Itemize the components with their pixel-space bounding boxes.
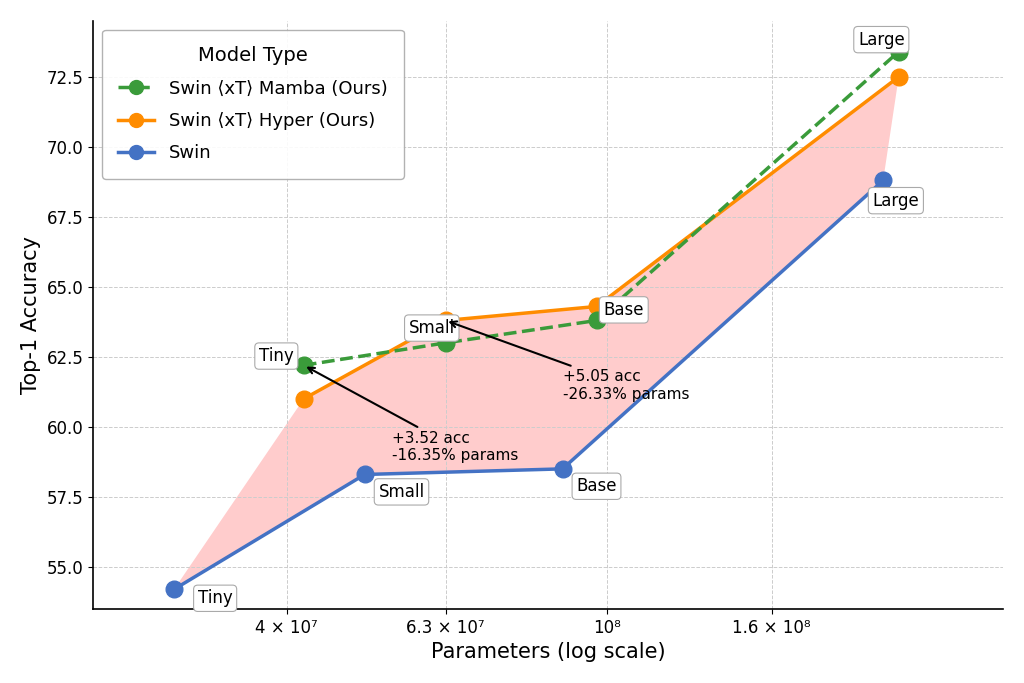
Text: Small: Small bbox=[379, 483, 425, 501]
Text: Large: Large bbox=[858, 31, 904, 48]
Polygon shape bbox=[174, 77, 899, 589]
Text: Base: Base bbox=[603, 301, 644, 319]
Text: Tiny: Tiny bbox=[259, 347, 294, 365]
Text: +3.52 acc
-16.35% params: +3.52 acc -16.35% params bbox=[308, 367, 518, 464]
X-axis label: Parameters (log scale): Parameters (log scale) bbox=[431, 642, 666, 662]
Text: Tiny: Tiny bbox=[198, 589, 232, 607]
Y-axis label: Top-1 Accuracy: Top-1 Accuracy bbox=[20, 236, 41, 394]
Legend: Swin ⟨xT⟩ Mamba (Ours), Swin ⟨xT⟩ Hyper (Ours), Swin: Swin ⟨xT⟩ Mamba (Ours), Swin ⟨xT⟩ Hyper … bbox=[102, 30, 403, 179]
Text: Small: Small bbox=[409, 319, 455, 337]
Text: +5.05 acc
-26.33% params: +5.05 acc -26.33% params bbox=[451, 322, 689, 402]
Text: Base: Base bbox=[577, 477, 616, 495]
Text: Large: Large bbox=[872, 192, 920, 210]
